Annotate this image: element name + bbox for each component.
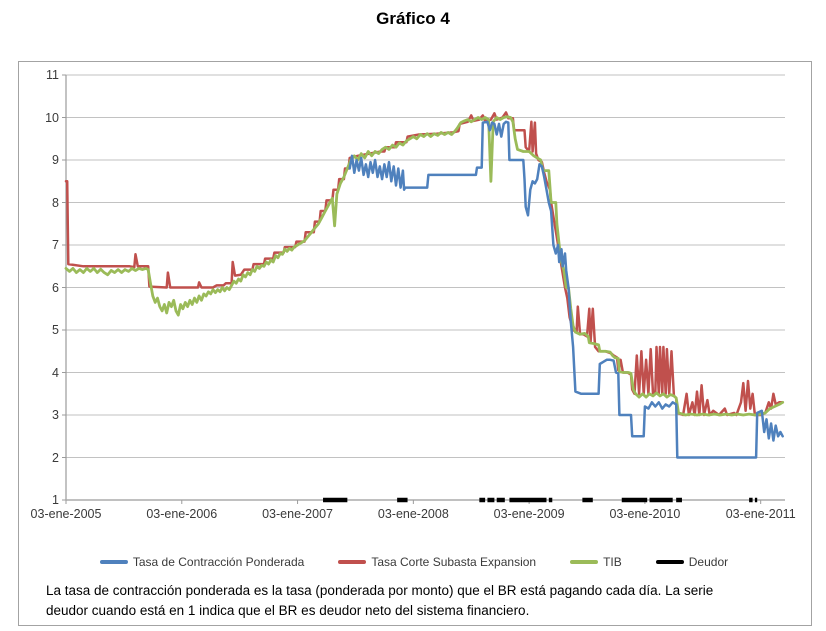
x-tick-label-2008: 03-ene-2008 (377, 507, 449, 521)
chart-frame (18, 61, 812, 626)
x-tick-label-2005: 03-ene-2005 (30, 507, 102, 521)
legend-marker-tasa-de-contraccion-ponderada (99, 560, 128, 564)
x-tick-label-2010: 03-ene-2010 (609, 507, 681, 521)
y-tick-label-9: 9 (52, 153, 59, 167)
y-tick-label-1: 1 (52, 493, 59, 507)
legend-item-tasa-corte-subasta-expansion: Tasa Corte Subasta Expansion (338, 555, 536, 569)
legend-label-tasa-de-contraccion-ponderada: Tasa de Contracción Ponderada (132, 555, 305, 569)
y-tick-label-3: 3 (52, 408, 59, 422)
legend-label-deudor: Deudor (688, 555, 729, 569)
legend-marker-tasa-corte-subasta-expansion (338, 560, 367, 564)
legend-item-tasa-de-contraccion-ponderada: Tasa de Contracción Ponderada (99, 555, 305, 569)
y-tick-label-5: 5 (52, 323, 59, 337)
footnote-line-2: deudor cuando está en 1 indica que el BR… (46, 603, 530, 618)
y-tick-label-6: 6 (52, 280, 59, 295)
legend-marker-deudor (655, 560, 684, 564)
chart-footnote: La tasa de contracción ponderada es la t… (46, 581, 798, 621)
y-tick-label-7: 7 (52, 238, 59, 252)
legend-label-tib: TIB (603, 555, 622, 569)
y-tick-label-8: 8 (52, 195, 59, 210)
x-tick-label-2006: 03-ene-2006 (146, 507, 218, 521)
chart-title: Gráfico 4 (376, 9, 450, 28)
y-tick-label-10: 10 (45, 110, 59, 125)
legend-item-tib: TIB (570, 555, 622, 569)
y-tick-label-2: 2 (52, 450, 59, 465)
x-tick-label-2011: 03-ene-2011 (725, 507, 796, 521)
legend-item-deudor: Deudor (655, 555, 729, 569)
legend-marker-tib (570, 560, 599, 564)
series-line-tasa-corte-subasta-expansion (64, 111, 784, 417)
footnote-line-1: La tasa de contracción ponderada es la t… (46, 583, 714, 598)
y-tick-label-4: 4 (52, 365, 59, 380)
chart-legend: Tasa de Contracción Ponderada Tasa Corte … (20, 555, 808, 569)
series-line-tasa-de-contraccion-ponderada (348, 120, 784, 459)
series-line-tib (64, 115, 785, 417)
legend-label-tasa-corte-subasta-expansion: Tasa Corte Subasta Expansion (371, 555, 537, 569)
x-tick-label-2007: 03-ene-2007 (262, 507, 333, 521)
y-tick-label-11: 11 (46, 68, 59, 82)
x-tick-label-2009: 03-ene-2009 (493, 507, 565, 521)
